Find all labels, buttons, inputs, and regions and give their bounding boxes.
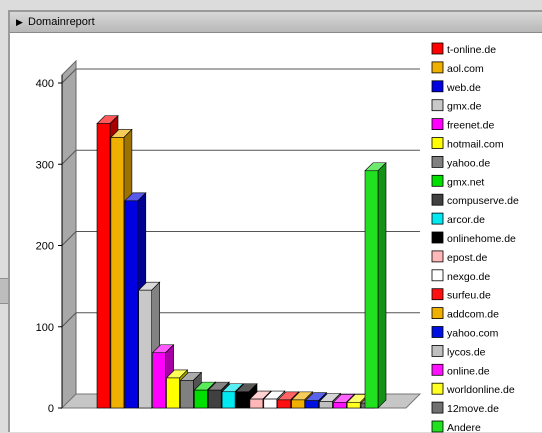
chart-side-wall: [61, 59, 77, 410]
legend-swatch: [431, 363, 444, 376]
legend-label: yahoo.com: [447, 328, 499, 340]
bar: [138, 289, 152, 409]
legend-swatch: [431, 193, 444, 206]
legend-label: lycos.de: [447, 346, 486, 358]
bar: [291, 399, 305, 409]
bar: [180, 380, 194, 409]
legend-swatch: [431, 382, 444, 395]
gridline-depth: [61, 68, 77, 84]
legend-swatch: [431, 326, 444, 338]
legend-label: epost.de: [447, 252, 487, 264]
bar-side: [377, 162, 387, 409]
bar: [152, 352, 166, 409]
bar: [277, 399, 292, 409]
bar: [249, 398, 264, 409]
bar: [319, 401, 333, 409]
bar: [364, 170, 379, 409]
legend-label: arcor.de: [447, 214, 485, 226]
report-title: Domainreport: [28, 16, 95, 28]
bar: [110, 137, 125, 409]
legend-label: addcom.de: [447, 309, 499, 321]
legend-swatch: [431, 80, 444, 93]
legend-label: onlinehome.de: [447, 233, 516, 245]
bar: [332, 402, 347, 409]
domain-bar-chart: 0 100 200 300 400 t-online.de aol.com web.de gmx…: [36, 42, 519, 433]
legend-label: online.de: [447, 365, 490, 377]
legend-label: gmx.de: [447, 101, 482, 113]
legend-label: worldonline.de: [446, 384, 515, 396]
bar: [235, 391, 250, 409]
legend-swatch: [431, 212, 444, 225]
bar: [221, 391, 236, 409]
legend-label: freenet.de: [447, 120, 494, 132]
legend-label: t-online.de: [447, 44, 496, 56]
side-panel-tab[interactable]: [0, 278, 8, 304]
report-window: ▶ Domainreport 0 100 200 300 400 t-online.de a…: [8, 10, 542, 433]
y-tick-label: 200: [36, 241, 54, 253]
legend-swatch: [431, 269, 444, 282]
gridline-depth: [61, 231, 77, 246]
y-tick-label: 300: [36, 159, 54, 171]
legend-label: web.de: [446, 82, 481, 94]
legend-label: 12move.de: [447, 403, 499, 415]
y-tick-label: 0: [48, 403, 54, 415]
legend-swatch: [431, 344, 444, 357]
legend-label: Andere: [447, 422, 481, 433]
bar: [194, 389, 208, 409]
bar: [207, 389, 222, 409]
y-tick-label: 400: [36, 78, 54, 90]
expand-arrow-icon[interactable]: ▶: [16, 17, 23, 27]
gridline-depth: [61, 149, 77, 165]
legend-swatch: [431, 42, 444, 55]
legend-label: surfeu.de: [447, 290, 491, 302]
bar: [346, 402, 361, 409]
bar: [166, 377, 180, 409]
legend-label: compuserve.de: [447, 195, 519, 207]
legend-swatch: [431, 250, 444, 263]
legend-swatch: [431, 307, 444, 320]
report-titlebar: ▶ Domainreport: [10, 12, 542, 33]
legend-swatch: [431, 420, 444, 433]
bar: [263, 398, 278, 409]
gridline-depth: [61, 312, 77, 328]
legend-swatch: [431, 174, 444, 187]
legend-label: nexgo.de: [447, 271, 490, 283]
legend-swatch: [431, 401, 444, 414]
legend-swatch: [431, 231, 444, 244]
legend-swatch: [431, 137, 444, 149]
legend-label: aol.com: [447, 63, 484, 75]
legend-swatch: [431, 61, 444, 74]
bar: [124, 200, 139, 409]
legend-label: yahoo.de: [447, 157, 490, 169]
bar: [96, 123, 111, 409]
legend-swatch: [431, 99, 444, 112]
legend-label: hotmail.com: [447, 139, 504, 151]
bar: [305, 400, 319, 409]
legend-swatch: [431, 156, 444, 168]
legend-swatch: [431, 118, 444, 130]
legend-swatch: [431, 288, 444, 301]
legend-label: gmx.net: [447, 176, 484, 188]
y-tick-label: 100: [36, 322, 54, 334]
